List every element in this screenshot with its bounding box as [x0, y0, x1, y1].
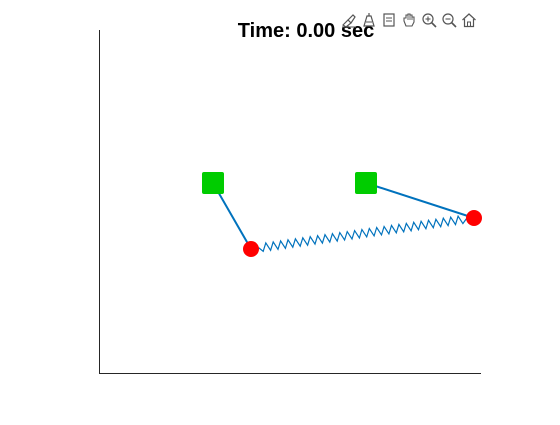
zoom-in-icon: [422, 13, 437, 28]
restore-view-button[interactable]: [380, 11, 398, 29]
brush-data-icon: [342, 14, 356, 28]
home-icon: [462, 13, 476, 28]
zoom-out-icon: [442, 13, 457, 28]
pivot-anchor-2: [355, 172, 377, 194]
plot-title: Time: 0.00 sec: [237, 20, 375, 42]
data-cursor-button[interactable]: [360, 11, 378, 29]
brush-data-button[interactable]: [340, 11, 358, 29]
axes-toolbar: [340, 10, 478, 30]
pivot-anchor-1: [202, 172, 224, 194]
pendulum-scene: [202, 172, 482, 257]
pendulum-bob-1: [243, 241, 259, 257]
pan-button[interactable]: [400, 11, 418, 29]
restore-view-icon: [383, 13, 395, 27]
pan-icon: [403, 13, 415, 27]
home-button[interactable]: [460, 11, 478, 29]
zoom-in-button[interactable]: [420, 11, 438, 29]
zoom-out-button[interactable]: [440, 11, 458, 29]
spring-coil: [250, 214, 475, 253]
pendulum-bob-2: [466, 210, 482, 226]
pendulum-rod-2: [365, 182, 475, 219]
data-cursor-icon: [363, 13, 375, 27]
